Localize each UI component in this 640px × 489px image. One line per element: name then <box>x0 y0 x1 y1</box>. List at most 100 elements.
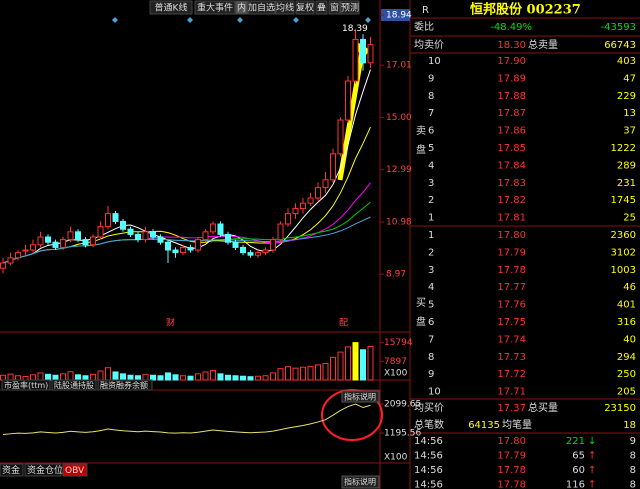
quote-text: 17.81 <box>497 213 526 224</box>
candle-body <box>225 233 231 243</box>
quote-text: 8 <box>428 352 434 363</box>
y-tick-label: 10.98 <box>386 217 412 227</box>
quote-text: 恒邦股份 002237 <box>470 2 581 18</box>
event-markers <box>112 17 371 23</box>
quote-text: 66743 <box>604 40 636 51</box>
quote-text: 10 <box>428 56 441 67</box>
moving-average <box>2 216 371 264</box>
quote-text: 1 <box>428 213 434 224</box>
quote-text: 2 <box>428 247 434 258</box>
toolbar-button[interactable]: 加自选 <box>248 2 275 14</box>
volume-bar <box>60 373 66 381</box>
quote-text: ↑ <box>588 465 596 476</box>
toolbar-button[interactable]: 预测 <box>341 3 359 14</box>
candle-body <box>135 233 141 241</box>
quote-text: 401 <box>617 300 636 311</box>
tab-bg[interactable] <box>1 379 51 391</box>
volume-bar <box>337 351 344 381</box>
quote-text: 403 <box>617 56 636 67</box>
tab[interactable]: 资金仓位 <box>27 464 63 476</box>
candle-body <box>127 228 134 235</box>
quote-text: 总笔数 <box>414 418 444 431</box>
toolbar-button-bg[interactable] <box>275 0 295 15</box>
tab-bg[interactable] <box>97 379 153 391</box>
tab[interactable]: 陆股通持股 <box>54 380 94 390</box>
toolbar-button[interactable]: 叠 <box>317 3 326 14</box>
toolbar-button-bg[interactable] <box>328 0 341 15</box>
volume-bar <box>232 375 239 381</box>
candle-body <box>37 236 44 246</box>
quote-text: 8 <box>630 451 636 462</box>
tab-bg[interactable] <box>0 463 24 477</box>
candle-body <box>105 213 111 228</box>
button-bg[interactable] <box>341 475 380 489</box>
candle-body <box>150 231 156 238</box>
toolbar-button[interactable]: 重大事件 <box>197 2 233 14</box>
toolbar-button-bg[interactable] <box>235 0 248 15</box>
current-price-box <box>381 9 410 21</box>
quote-text: 221 <box>566 436 585 447</box>
quote-text: 17.78 <box>497 265 526 276</box>
quote-text: 1 <box>428 230 434 241</box>
candle-body <box>187 246 194 251</box>
quote-text: 25 <box>623 213 636 224</box>
candle-body <box>112 213 119 222</box>
volume-bar <box>90 373 96 381</box>
volume-bar <box>217 373 224 381</box>
toolbar-button[interactable]: 窗 <box>330 2 339 14</box>
toolbar-button-bg[interactable] <box>194 0 236 15</box>
toolbar-button-bg[interactable] <box>340 0 360 15</box>
candle-body <box>210 223 216 233</box>
quote-text: 17.77 <box>497 282 526 293</box>
volume-bar <box>150 374 156 381</box>
toolbar-button[interactable]: 普通K线 <box>155 2 188 14</box>
quote-text: 17.83 <box>497 178 526 189</box>
indicator-button[interactable]: 指标说明 <box>344 477 376 487</box>
tab[interactable]: OBV <box>65 466 85 476</box>
toolbar-button[interactable]: 复权 <box>296 2 314 14</box>
toolbar-button-bg[interactable] <box>295 0 315 15</box>
candle-body <box>22 249 29 252</box>
toolbar-button-bg[interactable] <box>315 0 328 15</box>
volume-bar <box>247 376 254 381</box>
quote-text: 13 <box>623 108 636 119</box>
toolbar-button-bg[interactable] <box>247 0 276 15</box>
tab-bg[interactable] <box>62 463 88 477</box>
y-tick-label: 1195.56 <box>384 428 421 438</box>
quote-text: 316 <box>617 317 636 328</box>
tab-bg[interactable] <box>51 379 97 391</box>
tab[interactable]: 市盈率(ttm) <box>4 380 48 390</box>
indicator-button[interactable]: 指标说明 <box>344 392 376 402</box>
candle-body <box>292 207 299 215</box>
candle-body <box>142 231 149 241</box>
quote-text: 17.86 <box>497 126 526 137</box>
quote-text: 盘 <box>416 143 426 156</box>
quote-text: 250 <box>617 369 636 380</box>
candle-body <box>30 244 36 251</box>
quote-text: 17.87 <box>497 108 526 119</box>
volume-bar <box>270 372 276 381</box>
toolbar-button-bg[interactable] <box>149 0 193 15</box>
tab[interactable]: 融资融券余额 <box>100 380 148 390</box>
candle-body <box>67 231 74 241</box>
quote-text: ↑ <box>588 451 596 462</box>
quote-text: 1745 <box>611 195 636 206</box>
candle-body <box>15 252 21 259</box>
tab-bg[interactable] <box>24 463 62 477</box>
button-bg[interactable] <box>341 390 380 403</box>
quote-text: 17.79 <box>497 247 526 258</box>
candle-body <box>337 119 344 155</box>
quote-text: 9 <box>428 369 434 380</box>
toolbar-button[interactable]: 内 <box>237 2 246 14</box>
candle-body <box>7 257 14 264</box>
unit-label: X100 <box>384 369 408 379</box>
quote-text: 均卖价 <box>414 39 444 51</box>
toolbar-button[interactable]: 均线 <box>276 2 294 14</box>
quote-text: -43593 <box>601 22 636 33</box>
volume-bar <box>112 371 119 381</box>
tab[interactable]: 资金 <box>2 464 20 476</box>
y-tick-label: 2099.65 <box>384 400 421 410</box>
y-tick-label: 17.01 <box>386 61 412 71</box>
